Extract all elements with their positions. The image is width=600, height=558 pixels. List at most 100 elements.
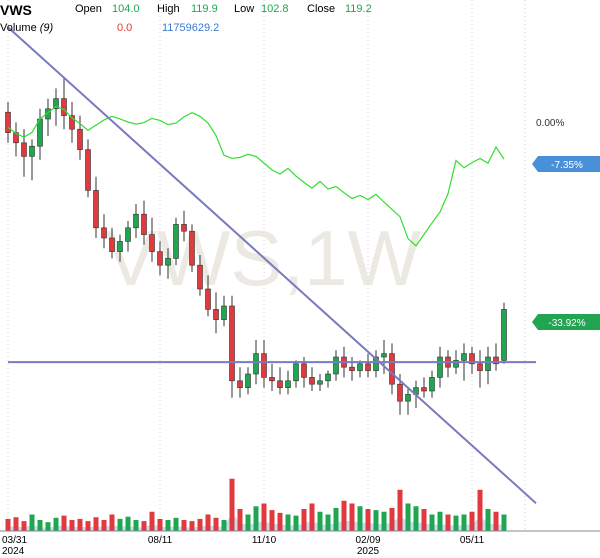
volume-bar <box>189 521 195 531</box>
candle-body <box>133 213 139 229</box>
candle-body <box>493 356 499 365</box>
volume-bar <box>93 517 99 531</box>
volume-bar <box>229 478 235 531</box>
trendlines <box>7 26 537 504</box>
trendline <box>7 26 537 504</box>
volume-bar <box>381 511 387 531</box>
volume-bar <box>493 511 499 531</box>
candle-body <box>309 377 315 385</box>
volume-bar <box>373 510 379 531</box>
volume-bar <box>389 507 395 531</box>
candle-body <box>333 356 339 375</box>
candle-body <box>157 251 163 266</box>
relative-performance-line <box>7 105 505 247</box>
volume-bar <box>125 516 131 531</box>
x-tick-year: 2024 <box>2 546 25 557</box>
candle-body <box>485 356 491 371</box>
close-value: 119.2 <box>345 3 372 15</box>
candle-body <box>365 363 371 371</box>
volume-bar <box>261 503 267 531</box>
candle-body <box>437 356 443 378</box>
candle-body <box>5 111 11 133</box>
candle-body <box>229 305 235 382</box>
volume-bar <box>141 521 147 531</box>
volume-bar <box>197 518 203 531</box>
low-label: Low <box>234 3 255 15</box>
volume-bar <box>413 506 419 531</box>
volume-bar <box>53 517 59 531</box>
volume-bar <box>405 503 411 531</box>
volume-bar <box>485 509 491 531</box>
candle-body <box>85 149 91 191</box>
level-label-box <box>532 314 600 330</box>
volume-bar <box>13 517 19 531</box>
volume-bar <box>397 489 403 531</box>
candle-body <box>165 258 171 266</box>
volume-bar <box>269 510 275 531</box>
candle-body <box>469 353 475 365</box>
volume-bar <box>317 511 323 531</box>
volume-value: 11759629.2 <box>162 22 220 34</box>
candle-body <box>109 237 115 252</box>
open-value: 104.0 <box>112 3 140 15</box>
candles <box>5 78 507 415</box>
volume-bar <box>349 503 355 531</box>
candle-body <box>29 145 35 157</box>
close-label: Close <box>307 3 336 15</box>
candle-body <box>181 224 187 232</box>
candle-body <box>397 383 403 402</box>
candle-body <box>213 309 219 320</box>
volume-bar <box>221 520 227 531</box>
candle-body <box>429 377 435 392</box>
x-tick-label: 11/10 <box>252 535 277 546</box>
open-label: Open <box>75 3 102 15</box>
candle-body <box>93 190 99 229</box>
volume-bar <box>21 521 27 531</box>
level-label-box <box>532 156 600 172</box>
candle-body <box>253 353 259 375</box>
volume-row: Volume (9) <box>0 22 53 34</box>
candle-body <box>317 380 323 385</box>
candle-body <box>237 380 243 388</box>
volume-period: (9) <box>39 22 54 34</box>
candle-body <box>141 213 147 235</box>
candle-body <box>453 360 459 368</box>
candle-body <box>53 98 59 110</box>
candle-body <box>205 288 211 310</box>
candle-body <box>477 363 483 371</box>
volume-bar <box>133 520 139 531</box>
volume-bar <box>277 512 283 531</box>
candle-body <box>405 394 411 402</box>
relative-line <box>7 105 505 247</box>
candle-body <box>189 230 195 266</box>
grid-lines <box>7 0 526 531</box>
candle-body <box>389 353 395 385</box>
volume-bar <box>77 518 83 531</box>
candle-body <box>245 373 251 388</box>
volume-bar <box>461 514 467 531</box>
candle-body <box>301 363 307 378</box>
volume-bar <box>149 511 155 531</box>
x-tick-label: 08/11 <box>148 535 173 546</box>
candle-body <box>461 353 467 361</box>
volume-area <box>8 512 504 531</box>
level-label-2: -33.92% <box>548 318 585 329</box>
volume-bar <box>365 509 371 531</box>
candle-body <box>61 98 67 116</box>
volume-bar <box>301 509 307 531</box>
x-tick-label: 05/11 <box>460 535 485 546</box>
candle-body <box>269 377 275 382</box>
volume-bar <box>501 514 507 531</box>
volume-bar <box>5 518 11 531</box>
candle-body <box>501 309 507 361</box>
volume-bar <box>469 511 475 531</box>
candle-body <box>221 305 227 320</box>
candle-body <box>277 380 283 388</box>
volume-bar <box>237 509 243 531</box>
volume-bar <box>173 517 179 531</box>
volume-bar <box>293 515 299 531</box>
high-label: High <box>157 3 180 15</box>
volume-bars <box>5 478 507 531</box>
level-label-1: -7.35% <box>551 160 583 171</box>
